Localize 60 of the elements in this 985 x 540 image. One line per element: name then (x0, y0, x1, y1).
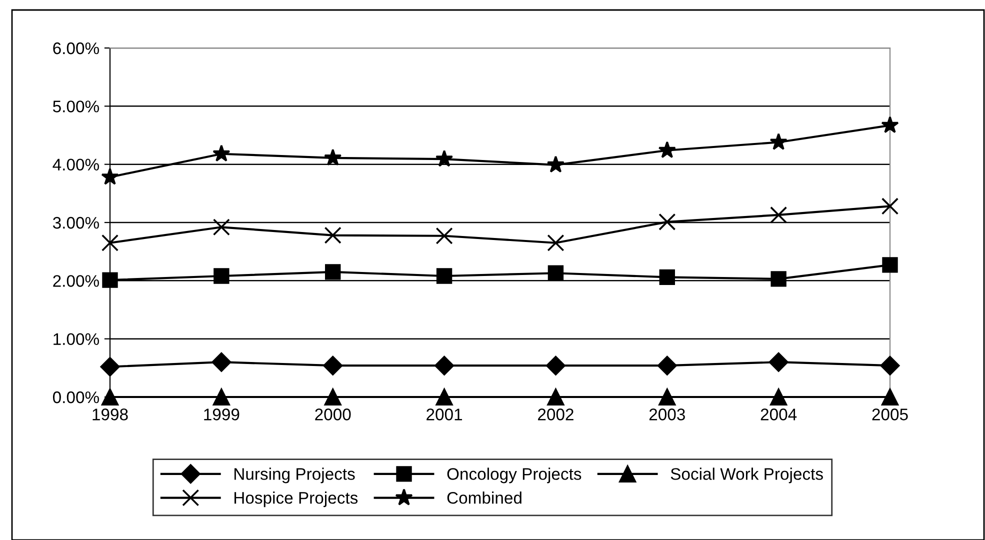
point (770, 388, 788, 406)
point (212, 218, 230, 236)
point (436, 268, 452, 284)
point (548, 265, 564, 281)
point (212, 388, 230, 406)
x-tick-label: 1999 (204, 408, 240, 420)
point (546, 156, 565, 173)
point (101, 388, 119, 406)
x-tick-label: 2002 (538, 408, 574, 420)
y-tick-label: 0.00% (52, 391, 99, 404)
point (436, 227, 453, 244)
point (436, 388, 453, 406)
legend-label: Nursing Projects (234, 468, 355, 484)
point (881, 388, 899, 406)
point (657, 356, 677, 376)
point (659, 269, 675, 286)
point (325, 264, 341, 280)
x-tick-label: 2000 (315, 408, 351, 420)
y-tick-label: 5.00% (52, 100, 99, 112)
point (881, 116, 899, 134)
point (324, 148, 342, 166)
point (212, 352, 232, 372)
point (101, 168, 119, 185)
point (214, 268, 230, 284)
x-tick-label: 2001 (426, 408, 462, 420)
y-tick-label: 1.00% (54, 333, 99, 346)
legend-label: Combined (447, 492, 522, 504)
point (546, 356, 566, 376)
point (434, 356, 454, 376)
x-tick-label: 2003 (649, 408, 685, 420)
point (547, 388, 564, 406)
point (102, 272, 118, 288)
point (768, 352, 788, 372)
y-tick-label: 2.00% (53, 275, 99, 287)
point (435, 150, 454, 167)
point (770, 132, 788, 150)
y-tick-label: 6.00% (53, 42, 99, 54)
point (547, 234, 564, 252)
x-tick-label: 1998 (92, 408, 128, 420)
legend-label: Oncology Projects (447, 468, 582, 484)
point (770, 206, 788, 224)
legend-label: Hospice Projects (234, 492, 358, 508)
y-tick-label: 4.00% (52, 158, 99, 171)
y-tick-label: 3.00% (52, 216, 99, 229)
point (212, 144, 230, 162)
point (100, 357, 120, 376)
point (323, 356, 343, 376)
x-tick-label: 2004 (760, 408, 797, 420)
point (658, 213, 676, 230)
point (770, 271, 786, 287)
point (881, 198, 899, 215)
point (324, 388, 342, 406)
point (101, 234, 119, 252)
x-tick-label: 2005 (872, 408, 908, 420)
point (658, 141, 676, 158)
point (324, 226, 342, 244)
point (882, 257, 898, 273)
point (658, 388, 676, 406)
point (880, 356, 900, 376)
legend-label: Social Work Projects (670, 468, 823, 484)
